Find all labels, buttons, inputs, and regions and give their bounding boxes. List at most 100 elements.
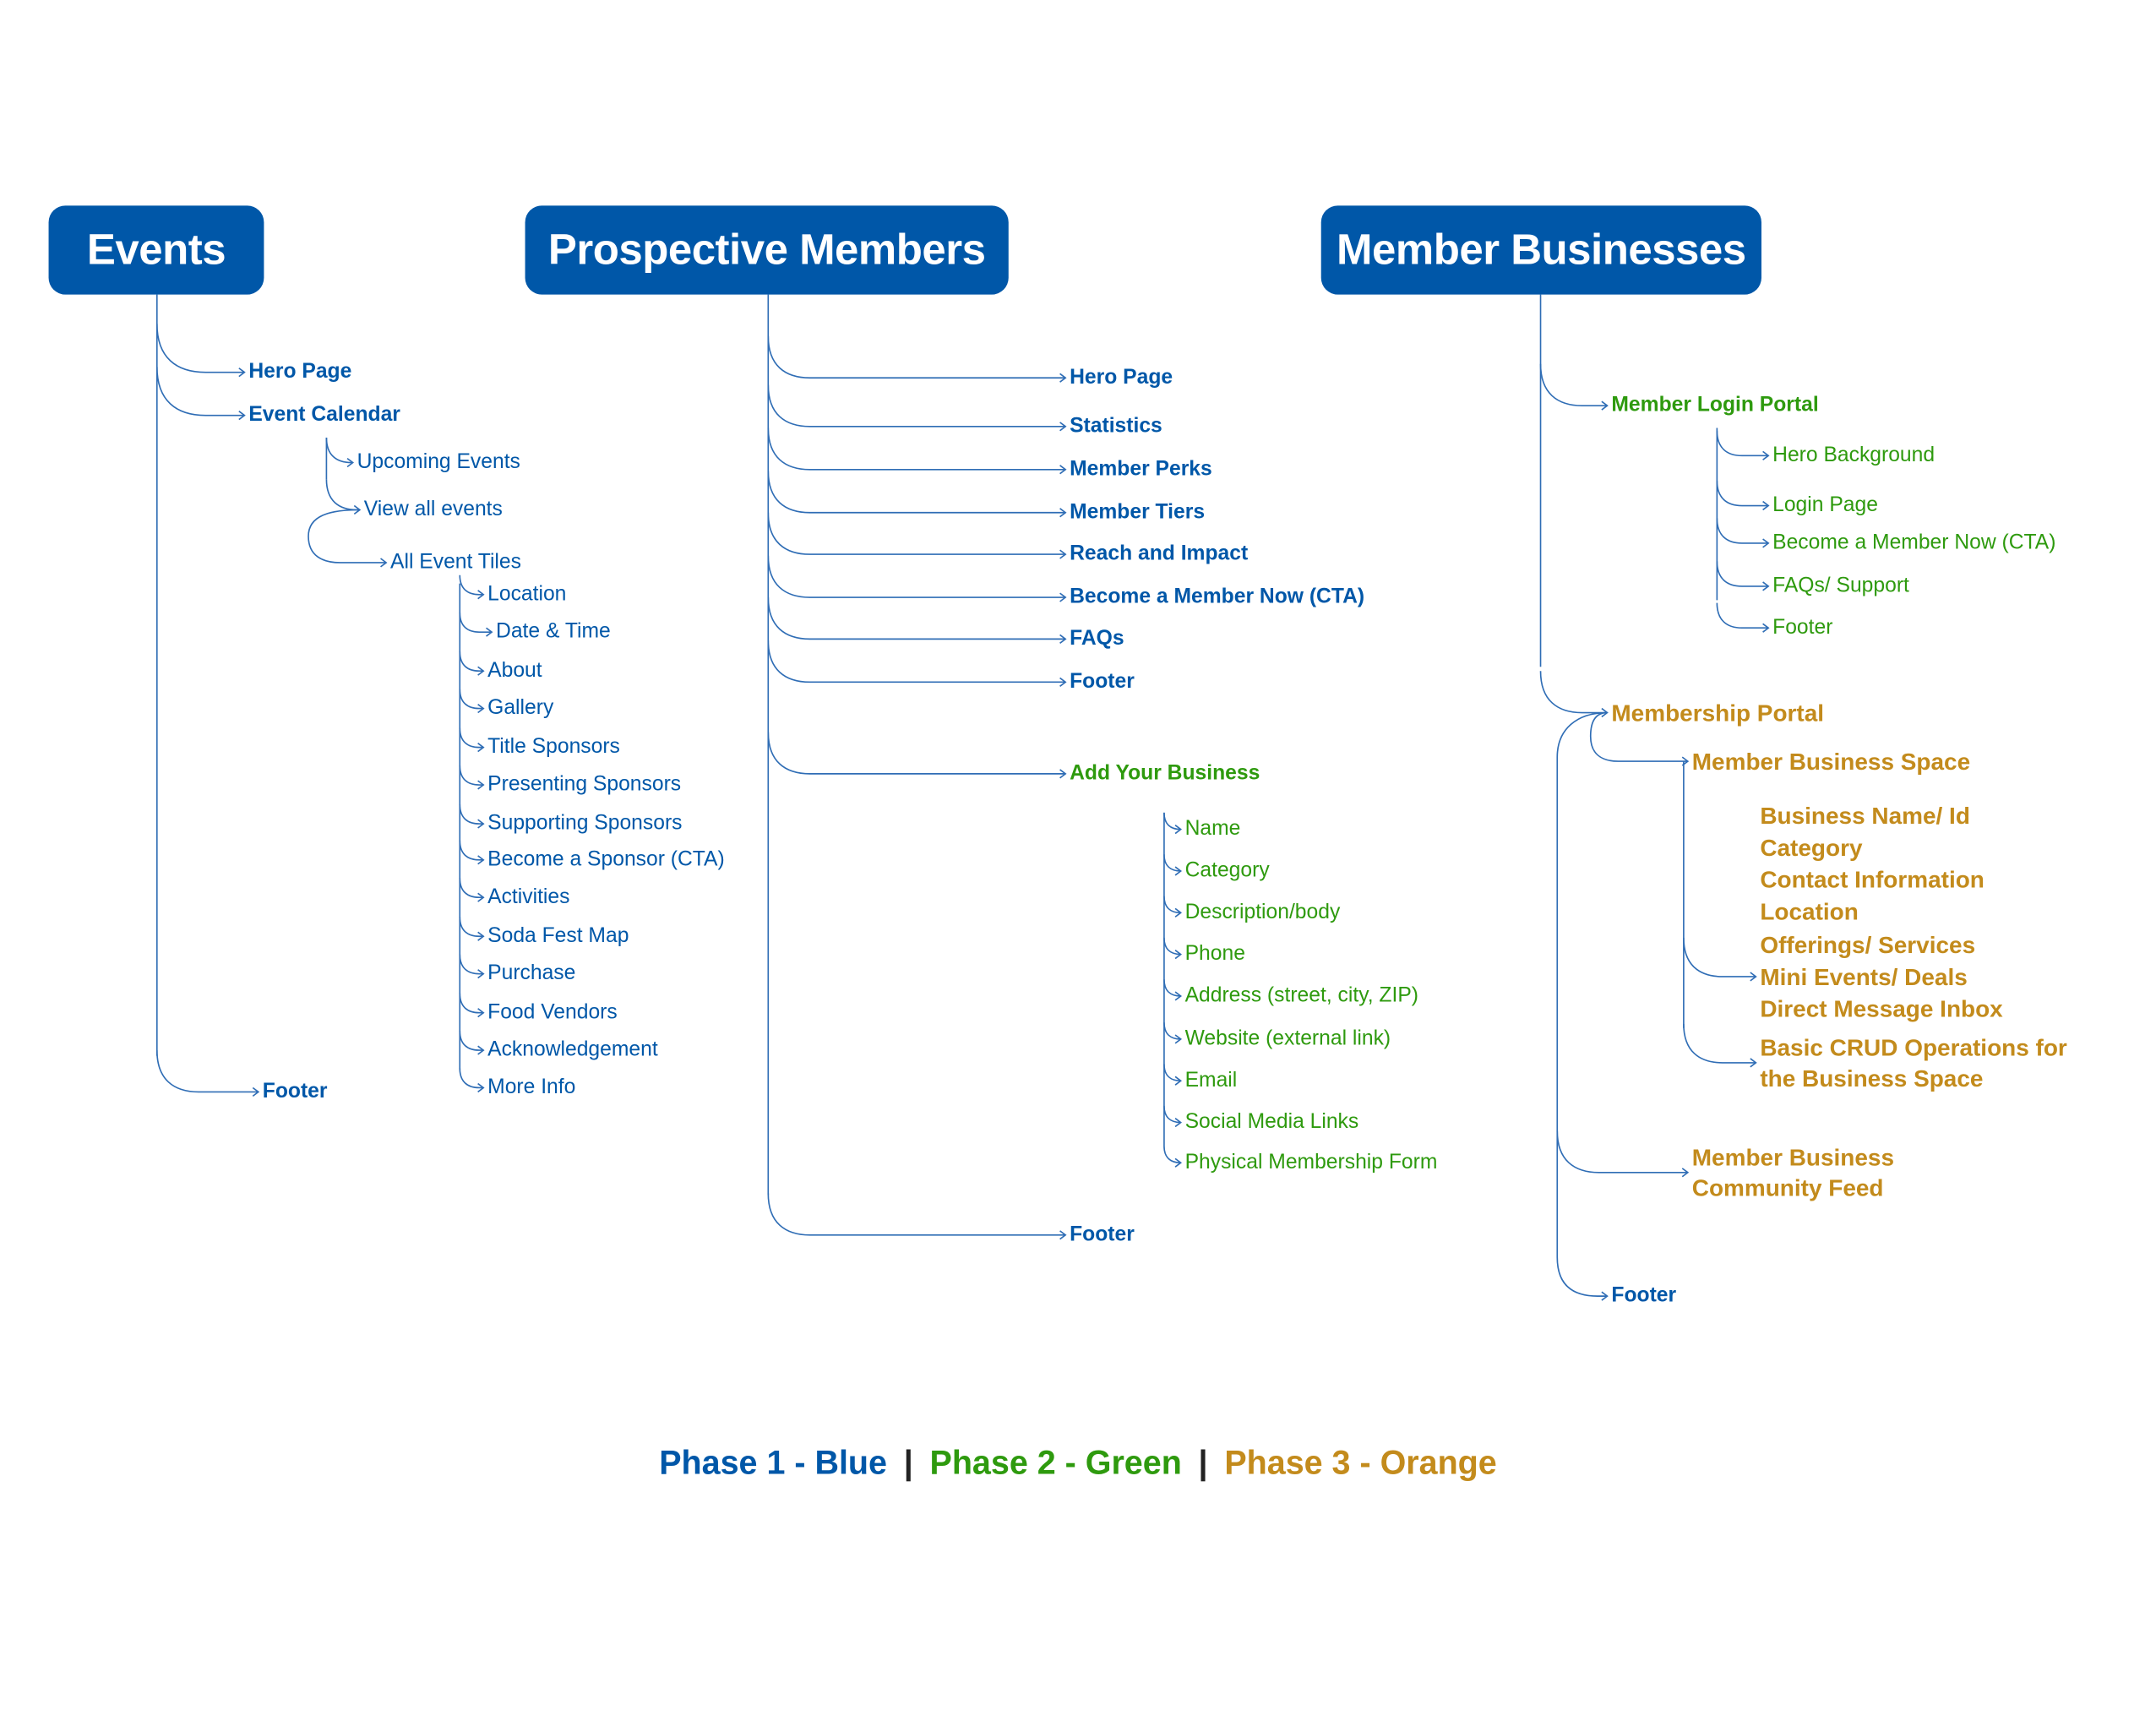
node-event-tile: Purchase [487, 961, 576, 985]
node-membership-portal: Membership Portal [1611, 700, 1825, 727]
connector-branch [1716, 430, 1769, 457]
node-event-tile: Title Sponsors [487, 734, 620, 759]
node-event-tile: Activities [487, 885, 570, 909]
arrow-icon [477, 590, 485, 600]
legend-phase-1: Phase 1 - Blue [659, 1445, 887, 1483]
arrow-icon [477, 666, 485, 676]
arrow-icon [1174, 950, 1183, 960]
connector-branch [767, 640, 1066, 683]
connector-branch [459, 727, 484, 749]
connector-branch [459, 840, 484, 861]
arrow-icon [1059, 373, 1067, 383]
connector-branch [1539, 671, 1608, 714]
node-business-space-item: Offerings/ Services [1760, 932, 1976, 959]
connector-branch [459, 613, 493, 633]
legend-phase-2: Phase 2 - Green [929, 1445, 1182, 1483]
connector-branch [767, 335, 1066, 379]
connector-branch [1163, 1105, 1181, 1124]
arrow-icon [1059, 634, 1067, 644]
connector-branch [767, 512, 1066, 555]
node-event-tile: Soda Fest Map [487, 923, 629, 948]
arrow-icon [477, 1082, 485, 1093]
arrow-icon [1174, 825, 1183, 835]
connector-branch [1589, 711, 1688, 762]
connector-branch [459, 1031, 484, 1051]
node-business-space-item: Business Name/ Id [1760, 803, 1970, 830]
connector-branch [459, 651, 484, 673]
node-prospective-footer: Footer [1070, 1222, 1135, 1246]
connector-branch [155, 367, 245, 417]
arrow-icon [1762, 500, 1770, 511]
arrow-icon [1174, 991, 1183, 1001]
node-login-item: Hero Background [1772, 443, 1936, 467]
arrow-icon [1762, 538, 1770, 548]
connector-branch [767, 384, 1066, 428]
node-business-space-item: the Business Space [1760, 1065, 1984, 1092]
arrow-icon [1762, 623, 1770, 633]
connector-branch [459, 878, 484, 899]
arrow-icon [1762, 450, 1770, 460]
connector-branch [767, 1193, 1066, 1236]
arrow-icon [1059, 465, 1067, 475]
node-member-footer: Footer [1611, 1283, 1677, 1308]
node-business-field: Email [1184, 1068, 1238, 1092]
arrow-icon [1059, 677, 1067, 687]
arrow-icon [477, 743, 485, 753]
arrow-icon [1059, 592, 1067, 602]
arrow-icon [477, 855, 485, 865]
connector-branch [325, 437, 353, 464]
connector-branch [1716, 561, 1769, 587]
connector-branch [155, 324, 245, 373]
connector-branch [1163, 979, 1181, 997]
connector-branch [459, 804, 484, 825]
connector-branch [459, 954, 484, 975]
connector-branch [459, 689, 484, 710]
arrow-icon [1174, 907, 1183, 918]
node-business-field: Name [1184, 816, 1241, 841]
connector-branch [1683, 1023, 1756, 1064]
connector-branch [459, 575, 484, 596]
connector-branch [1683, 937, 1756, 978]
node-business-space-item: Location [1760, 898, 1859, 926]
arrow-icon [1174, 866, 1183, 876]
connector-branch [1163, 1022, 1181, 1040]
node-event-tile: Location [487, 581, 567, 606]
node-prospective-item: FAQs [1070, 626, 1124, 651]
connector-branch [1539, 363, 1608, 406]
connector-branch [767, 597, 1066, 640]
connector-branch [1163, 812, 1181, 830]
connector-branch [155, 1050, 259, 1093]
connector-branch [1163, 896, 1181, 914]
arrow-icon [477, 892, 485, 902]
node-business-field: Phone [1184, 941, 1245, 966]
node-event-tile: About [487, 658, 542, 683]
node-business-field: Website (external link) [1184, 1027, 1391, 1051]
node-business-field: Category [1184, 858, 1270, 883]
node-business-space-item: Basic CRUD Operations for [1760, 1035, 2067, 1062]
arrow-icon [1601, 400, 1609, 411]
arrow-icon [477, 780, 485, 790]
node-prospective-item: Statistics [1070, 414, 1162, 438]
node-view-all-events: View all events [363, 497, 503, 521]
node-member-login-portal: Member Login Portal [1611, 393, 1819, 417]
node-login-item: Become a Member Now (CTA) [1772, 531, 2056, 555]
connector-branch [459, 917, 484, 938]
node-upcoming-events: Upcoming Events [357, 449, 520, 474]
arrow-icon [238, 368, 246, 378]
connector-branch [1163, 854, 1181, 872]
arrow-icon [1762, 581, 1770, 591]
arrow-icon [1174, 1076, 1183, 1086]
connector-branch [308, 509, 387, 564]
node-business-space-item: Contact Information [1760, 867, 1984, 894]
arrow-icon [1059, 549, 1067, 559]
connector-branch [1163, 1146, 1181, 1164]
node-business-field: Physical Membership Form [1184, 1150, 1438, 1174]
arrow-icon [1601, 1291, 1609, 1301]
connector-branch [1716, 518, 1769, 544]
node-business-space-item: Direct Message Inbox [1760, 995, 2003, 1023]
node-login-item: Footer [1772, 615, 1833, 640]
legend-phase-3: Phase 3 - Orange [1224, 1445, 1497, 1483]
arrow-icon [486, 627, 493, 637]
phase-legend: Phase 1 - Blue | Phase 2 - Green | Phase 3 -… [0, 1445, 2156, 1484]
connector-branch [767, 555, 1066, 598]
